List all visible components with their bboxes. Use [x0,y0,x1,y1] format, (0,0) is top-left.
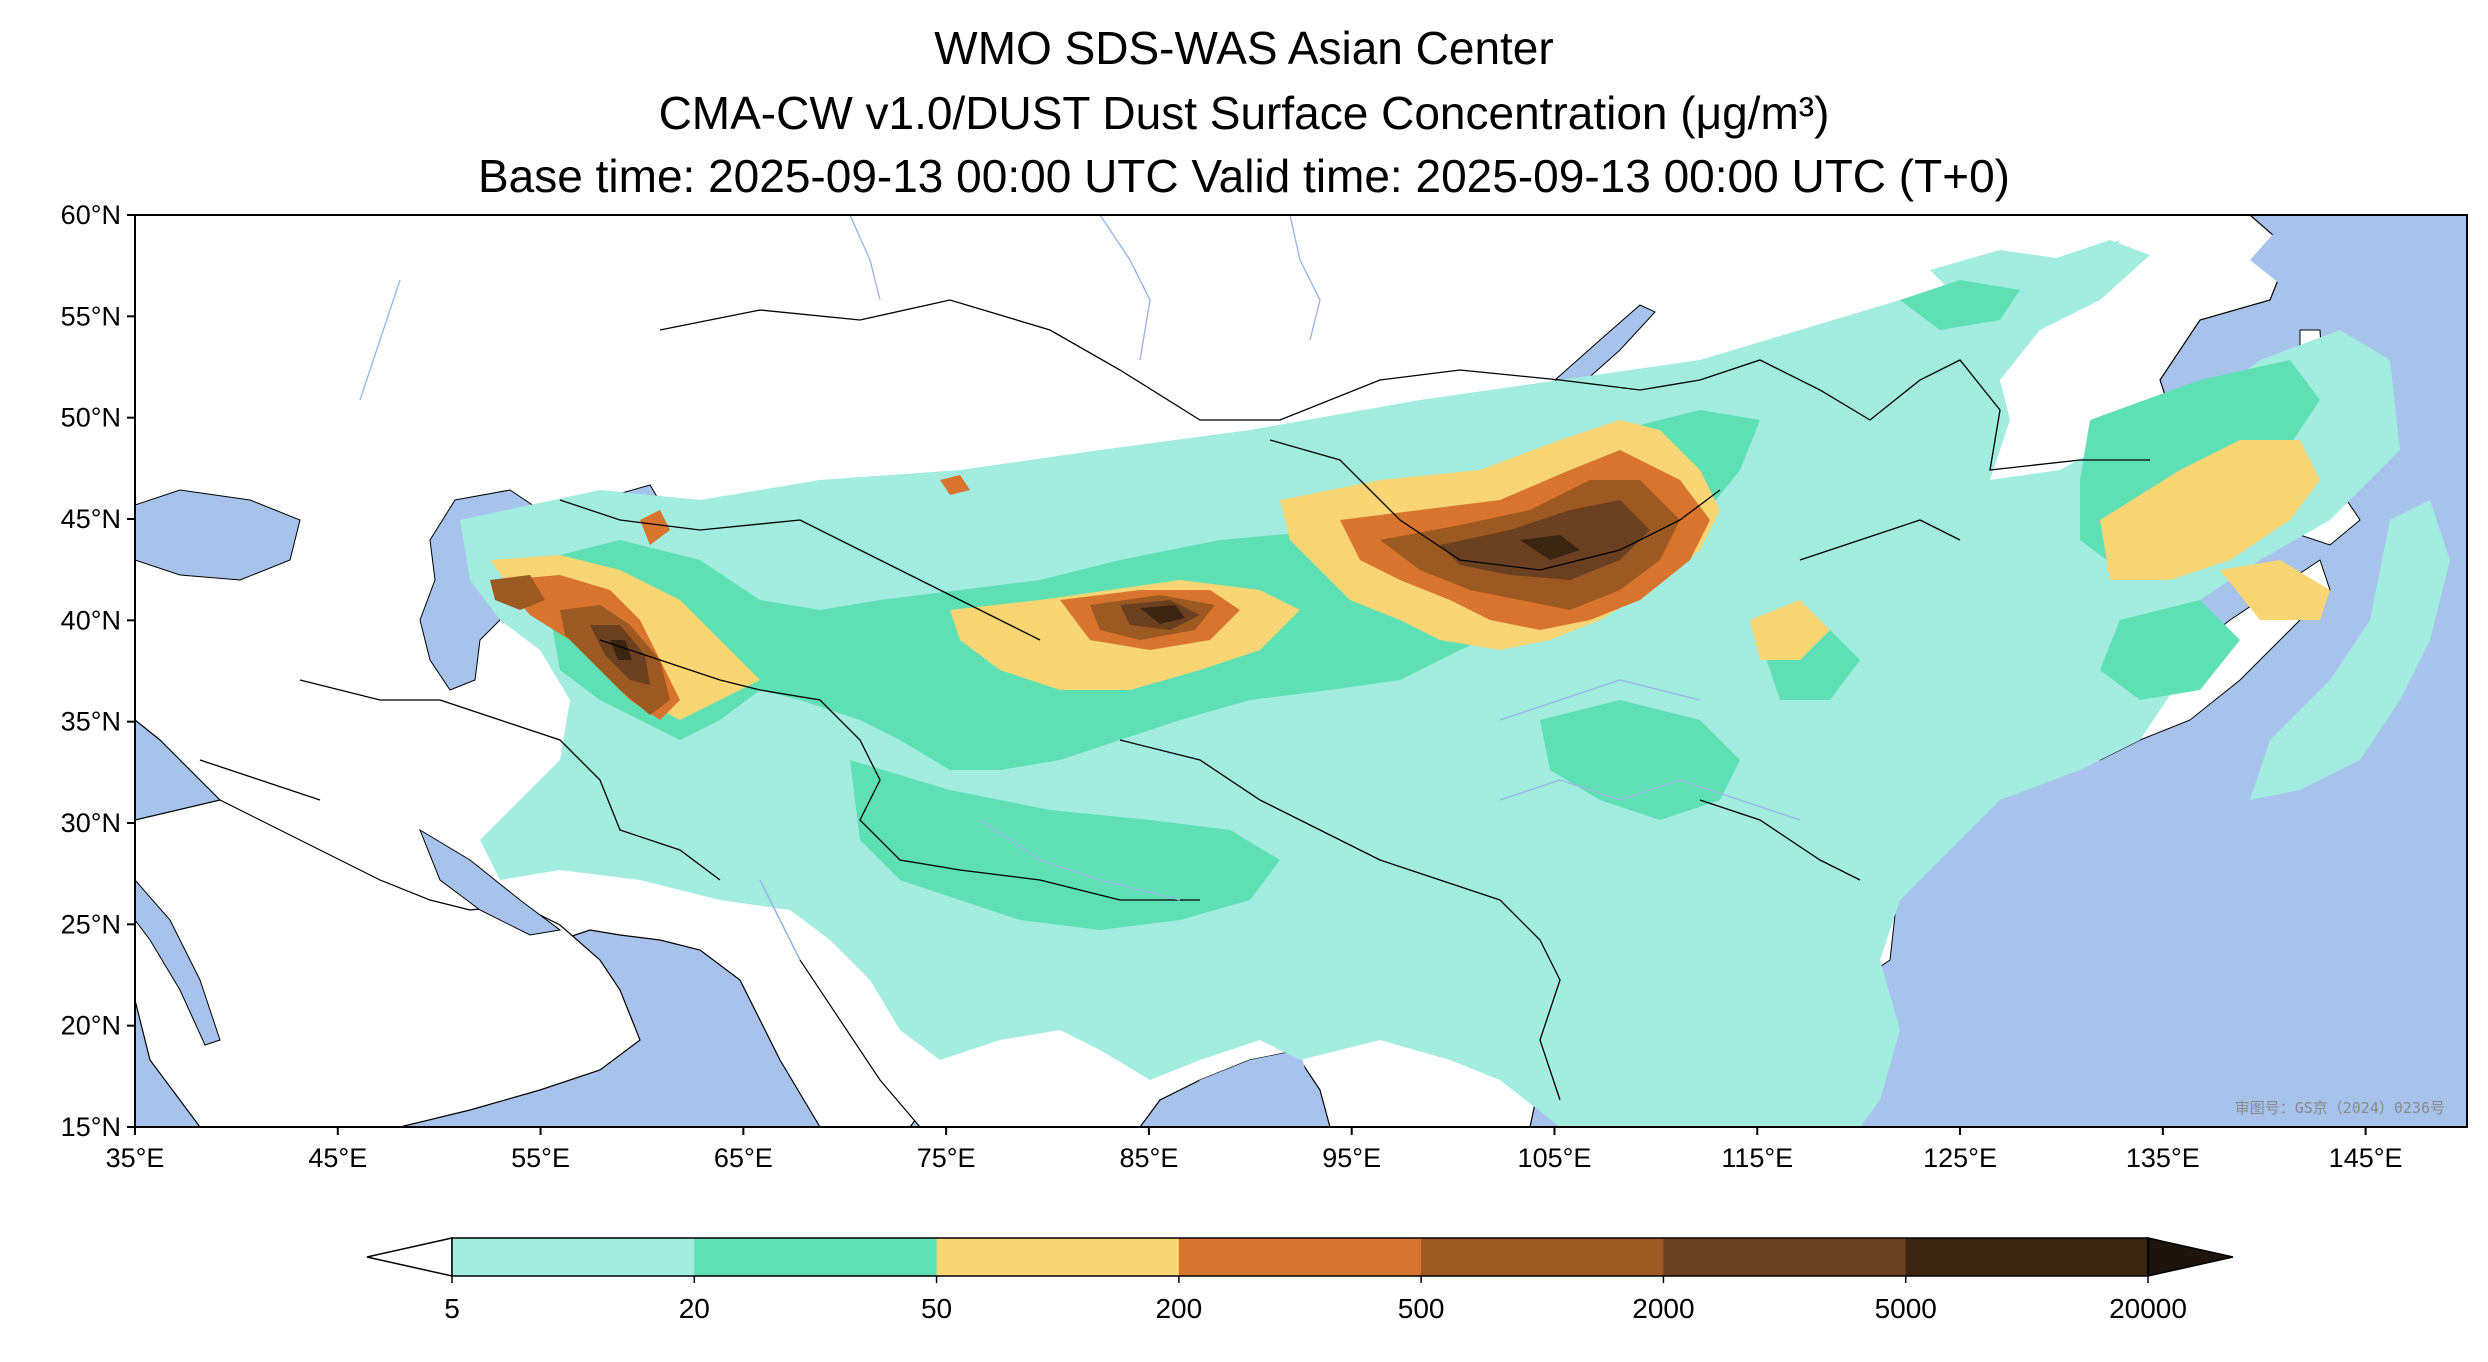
lat-tick-label: 60°N [61,200,121,230]
lat-tick-label: 30°N [61,808,121,838]
lon-tick-label: 85°E [1119,1143,1178,1173]
longitude-axis: 35°E 45°E 55°E 65°E 75°E 85°E 95°E 105°E 115°E 12… [106,1127,2403,1173]
colorbar-tick-label: 200 [1155,1293,1202,1324]
title-line-2: CMA-CW v1.0/DUST Dust Surface Concentrat… [658,87,1830,139]
pacific-northeast [2250,215,2467,600]
persian-gulf [418,828,562,936]
lon-tick-label: 125°E [1923,1143,1997,1173]
lat-tick-label: 15°N [61,1112,121,1142]
lon-tick-label: 95°E [1322,1143,1381,1173]
rivers [359,215,1801,961]
colorbar-segment [936,1238,1180,1276]
lon-tick-label: 75°E [917,1143,976,1173]
colorbar-tick-label: 50 [921,1293,952,1324]
latitude-axis: 60°N 55°N 50°N 45°N 40°N 35°N 30°N 25°N 20°N 15°N [61,200,135,1142]
country-borders [199,299,2150,1101]
colorbar-frame [451,1237,2149,1277]
lat-tick-label: 20°N [61,1011,121,1041]
dust-concentration-shading [460,240,2450,1127]
colorbar-tick-label: 5000 [1875,1293,1937,1324]
lat-tick-label: 45°N [61,504,121,534]
lon-tick-label: 145°E [2329,1143,2403,1173]
colorbar-segment [1421,1238,1664,1276]
lon-tick-label: 65°E [714,1143,773,1173]
colorbar-extend-max [2147,1237,2234,1277]
lon-tick-label: 135°E [2126,1143,2200,1173]
colorbar-segment [1178,1238,1422,1276]
colorbar-segment [1663,1238,1907,1276]
lon-tick-label: 55°E [511,1143,570,1173]
colorbar-tick-label: 2000 [1632,1293,1694,1324]
lon-tick-label: 105°E [1518,1143,1592,1173]
colorbar-extend-min [366,1237,453,1277]
lat-tick-label: 25°N [61,909,121,939]
bay-of-bengal [1160,1050,1320,1127]
lon-tick-label: 45°E [308,1143,367,1173]
lat-tick-label: 50°N [61,403,121,433]
red-sea [135,879,221,1046]
map-frame [134,214,2468,1128]
colorbar-segment [452,1238,695,1276]
lon-tick-label: 115°E [1721,1143,1793,1173]
colorbar-segment [694,1238,938,1276]
colorbar-tick-label: 500 [1398,1293,1445,1324]
map-area: 审图号：GS京（2024）0236号 [135,215,2467,1127]
lat-tick-label: 35°N [61,707,121,737]
title-line-3: Base time: 2025-09-13 00:00 UTC Valid ti… [478,150,2010,202]
black-sea [135,489,301,581]
lat-tick-label: 40°N [61,605,121,635]
arabian-peninsula [135,799,641,1127]
colorbar-tick-label: 20000 [2109,1293,2187,1324]
lon-tick-label: 35°E [106,1143,165,1173]
colorbar-segment [1905,1238,2149,1276]
approval-watermark: 审图号：GS京（2024）0236号 [2235,1099,2445,1117]
colorbar-tick-label: 20 [679,1293,710,1324]
colorbar: 5 20 50 200 500 2000 5000 20000 [366,1237,2234,1324]
title-line-1: WMO SDS-WAS Asian Center [934,22,1554,74]
lat-tick-label: 55°N [61,301,121,331]
colorbar-tick-label: 5 [444,1293,460,1324]
